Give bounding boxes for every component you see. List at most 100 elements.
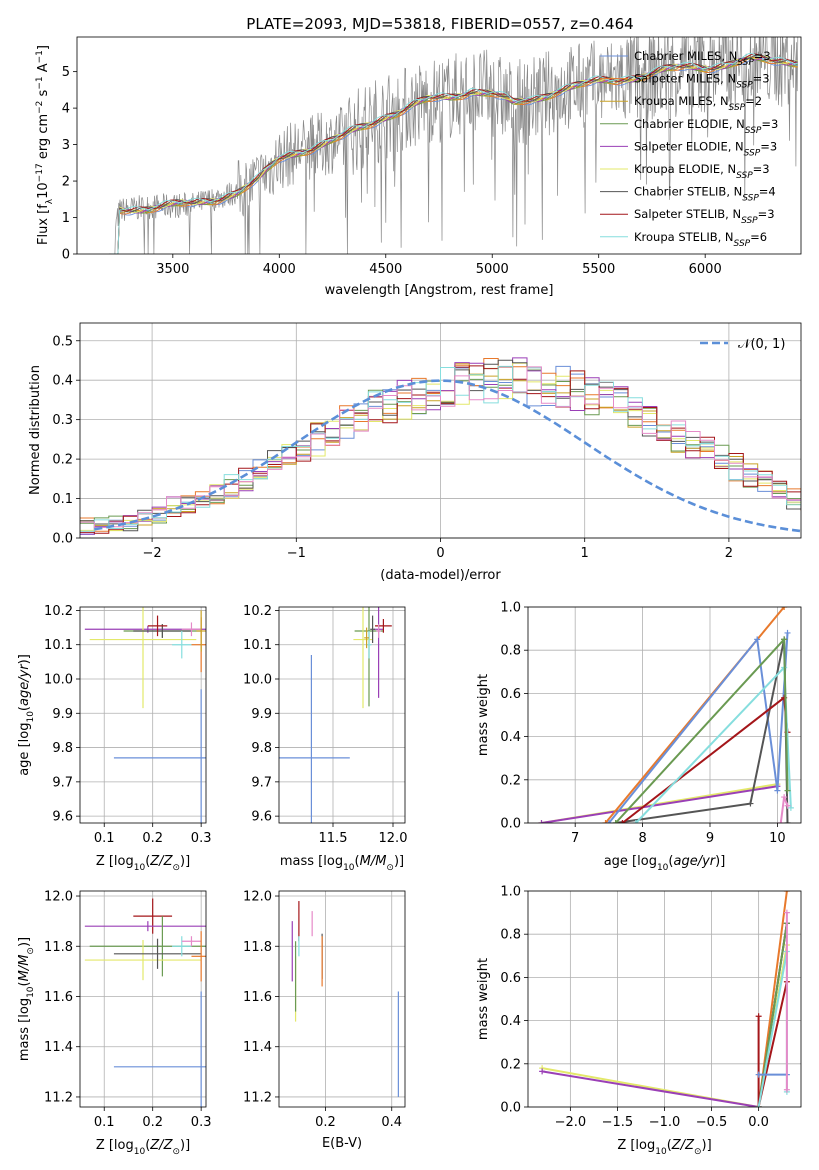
y-tick-label: 11.8 (44, 940, 73, 955)
y-tick-label: 9.8 (251, 741, 272, 756)
text-part: )] (17, 654, 32, 664)
spectrum-panel: 3500 4000 4500 5000 5500 6000 0 1 2 3 4 5 wavelength… (35, 36, 802, 298)
text-part: =3 (753, 162, 770, 176)
x-axis-label: Z [log10(Z/Z⊙)] (617, 1138, 711, 1157)
text-part: ⊙ (172, 1147, 180, 1157)
y-tick-label: 0.0 (500, 1101, 521, 1116)
text-part: SSP (736, 171, 753, 181)
text-part: )] (715, 854, 725, 869)
y-tick-label: 0.3 (52, 413, 73, 428)
text-part: Kroupa ELODIE, N (634, 162, 736, 176)
y-tick-label: 11.6 (44, 990, 73, 1005)
axes-frame (79, 890, 207, 1108)
text-part: Chabrier STELIB, N (634, 185, 742, 199)
x-tick-label: 0 (436, 546, 444, 561)
text-part: SSP (729, 103, 746, 113)
y-tick-label: 2 (62, 175, 70, 190)
y-tick-label: 0.6 (500, 687, 521, 702)
mass-weight-line (757, 951, 788, 1107)
text-part: age/yr (17, 663, 32, 706)
text-part: mass [log (17, 998, 32, 1061)
text-part: Salpeter ELODIE, N (634, 139, 744, 153)
plus-marker (754, 636, 761, 643)
y-tick-label: 1.0 (500, 885, 521, 900)
plus-marker (539, 1068, 546, 1075)
y-tick-label: 0.6 (500, 971, 521, 986)
y-tick-label: 12.0 (243, 890, 272, 905)
normal-curve (94, 379, 801, 533)
text-part: ( (667, 1138, 672, 1153)
text-part: ( (17, 706, 32, 711)
text-part: A (36, 63, 51, 76)
model-spectrum-line (111, 57, 798, 254)
y-tick-label: 5 (62, 65, 70, 80)
text-part: 10 (343, 863, 355, 873)
axes-frame (278, 606, 406, 824)
text-part: 10 (655, 1147, 667, 1157)
text-part: 10 (26, 711, 36, 723)
x-tick-label: 0.2 (315, 1115, 336, 1130)
x-tick-label: 4000 (263, 262, 296, 277)
text-part: s (36, 89, 51, 100)
model-spectrum-line (111, 53, 798, 254)
model-spectrum-line (111, 53, 798, 254)
plus-marker (605, 820, 612, 823)
x-tick-label: −2.0 (555, 1115, 587, 1130)
plus-marker (774, 787, 781, 794)
x-axis-label: age [log10(age/yr)] (604, 854, 726, 873)
y-tick-label: 10.0 (243, 673, 272, 688)
x-tick-label: 0.2 (142, 1115, 163, 1130)
x-tick-label: 1 (581, 546, 589, 561)
mass-weight-line (541, 785, 778, 823)
text-part: ( (668, 854, 673, 869)
text-part: −1 (35, 50, 45, 63)
y-tick-label: 0.4 (500, 1014, 521, 1029)
text-part: ( (17, 981, 32, 986)
residual-histogram (80, 366, 801, 528)
x-tick-label: −0.5 (696, 1115, 728, 1130)
y-tick-label: 10.1 (44, 638, 73, 653)
y-tick-label: 9.7 (52, 775, 73, 790)
plus-marker (612, 820, 619, 823)
x-tick-label: 0.0 (748, 1115, 769, 1130)
legend-label: Kroupa STELIB, NSSP=6 (634, 230, 767, 249)
text-part: 10 (36, 182, 51, 199)
x-axis-label: E(B-V) (322, 1136, 362, 1151)
text-part: Flux [f (36, 204, 51, 245)
text-part: )] (17, 937, 32, 947)
x-tick-label: −2 (143, 546, 162, 561)
x-tick-label: 0.4 (381, 1115, 402, 1130)
x-tick-label: 5000 (476, 262, 509, 277)
residual-histogram (80, 365, 801, 532)
text-part: age/yr (673, 854, 716, 869)
y-tick-label: 3 (62, 138, 70, 153)
plus-marker (781, 636, 788, 643)
y-tick-label: 1 (62, 211, 70, 226)
plus-marker (784, 629, 791, 636)
age-vs-metallicity-panel: 0.1 0.2 0.39.69.79.89.910.010.110.2Z [log1… (17, 604, 211, 873)
mass-vs-ebv-panel: 0.2 0.4 11.2 11.4 11.6 11.8 12.0 E(B-V) (243, 890, 406, 1151)
y-tick-label: 0 (62, 248, 70, 263)
text-part: 10 (134, 1147, 146, 1157)
x-tick-label: 6000 (689, 262, 722, 277)
residual-histogram (80, 357, 801, 535)
x-tick-label: 9 (706, 831, 714, 846)
plus-marker (602, 820, 609, 823)
text-part: ⊙ (694, 1147, 702, 1157)
legend-label: Chabrier ELODIE, NSSP=3 (634, 117, 778, 136)
x-tick-label: 0.1 (94, 831, 115, 846)
age-vs-mass-panel: 11.5 12.0 9.6 9.7 9.8 9.9 10.0 10.1 10.2 mass [lo… (243, 604, 407, 873)
text-part: )] (702, 1138, 712, 1153)
plus-marker (777, 820, 784, 823)
x-tick-label: 0.1 (94, 1115, 115, 1130)
y-tick-label: 0.5 (52, 334, 73, 349)
y-tick-label: 0.0 (500, 817, 521, 832)
y-tick-label: 11.8 (243, 940, 272, 955)
x-tick-label: 11.5 (319, 831, 348, 846)
y-tick-label: 10.2 (243, 604, 272, 619)
y-axis-label: Flux [fλ10−17 erg cm−2 s−1 A−1] (35, 45, 55, 245)
axes-frame (278, 890, 406, 1108)
x-tick-label: 7 (571, 831, 579, 846)
text-part: Kroupa STELIB, N (634, 230, 734, 244)
